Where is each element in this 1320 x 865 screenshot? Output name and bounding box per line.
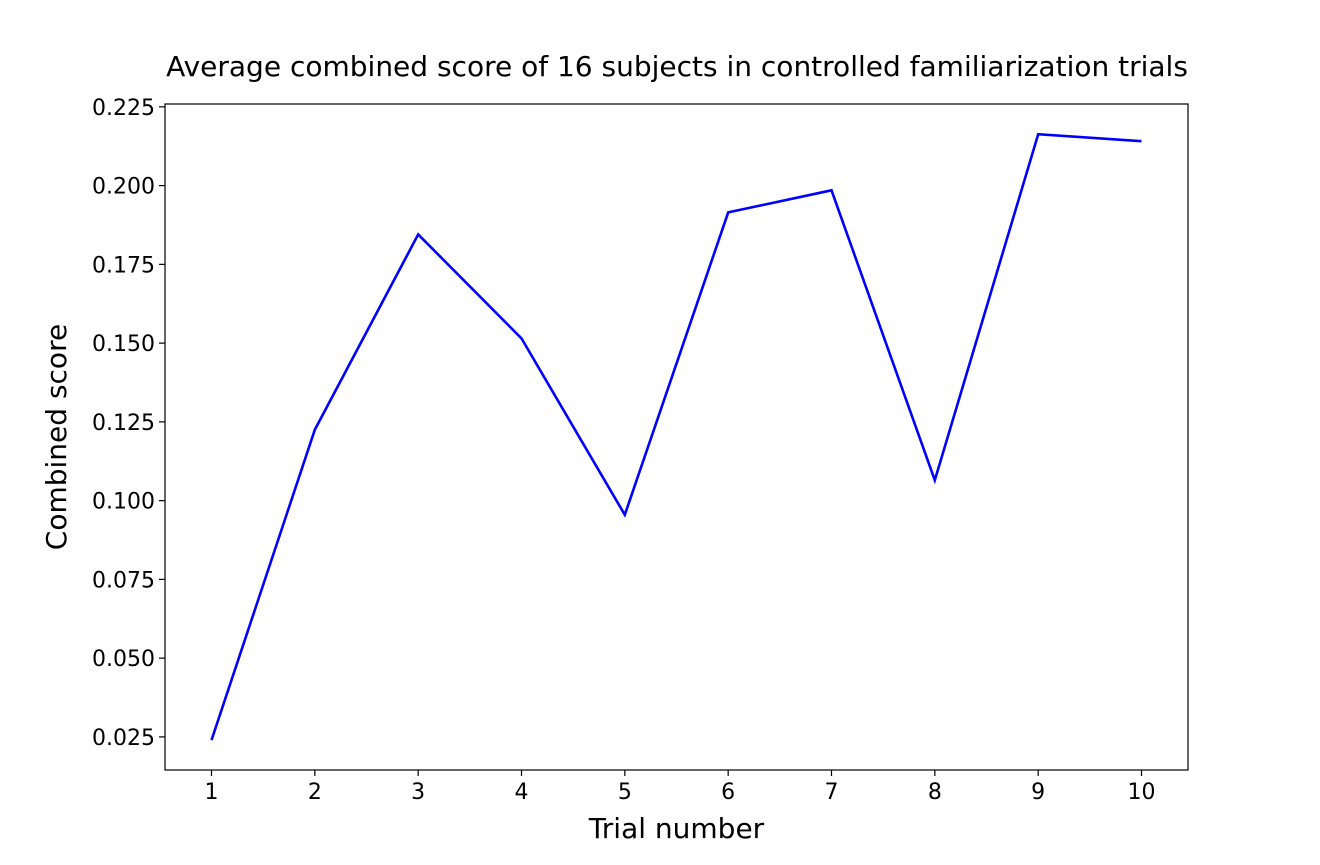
y-tick-label: 0.050	[92, 647, 155, 672]
series-line	[210, 132, 1142, 741]
y-tick-label: 0.125	[92, 411, 155, 436]
y-axis: 0.025 0.050 0.075 0.100 0.125 0.150 0.175 0.200…	[92, 96, 165, 751]
x-tick-label: 9	[1031, 780, 1045, 805]
x-tick-label: 1	[205, 780, 219, 805]
x-tick-label: 7	[825, 780, 839, 805]
x-tick-label: 3	[411, 780, 425, 805]
y-tick-label: 0.075	[92, 568, 155, 593]
y-tick-label: 0.200	[92, 175, 155, 200]
x-tick-label: 2	[308, 780, 322, 805]
x-tick-label: 10	[1128, 780, 1156, 805]
x-axis-title: Trial number	[588, 812, 765, 845]
x-tick-label: 6	[721, 780, 735, 805]
y-tick-label: 0.150	[92, 332, 155, 357]
y-tick-label: 0.100	[92, 490, 155, 515]
chart-title: Average combined score of 16 subjects in…	[166, 50, 1188, 83]
x-tick-label: 5	[618, 780, 632, 805]
y-tick-label: 0.025	[92, 726, 155, 751]
x-tick-label: 4	[515, 780, 529, 805]
y-tick-label: 0.225	[92, 96, 155, 121]
x-tick-label: 8	[928, 780, 942, 805]
y-axis-title: Combined score	[40, 324, 73, 550]
y-tick-label: 0.175	[92, 253, 155, 278]
x-axis: 1 2 3 4 5 6 7 8 9 10	[205, 770, 1156, 805]
plot-frame	[164, 103, 1189, 771]
